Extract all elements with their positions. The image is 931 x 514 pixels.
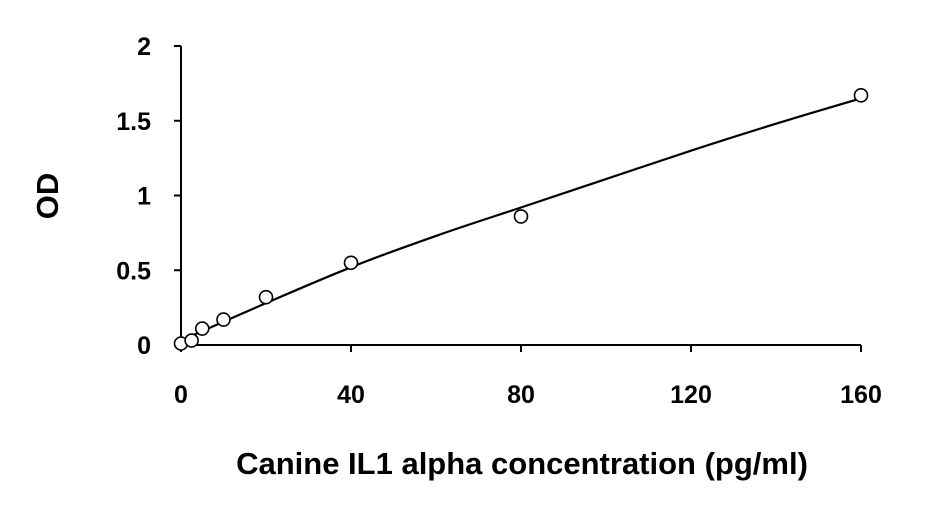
data-point [513, 209, 529, 224]
data-point [184, 333, 199, 348]
x-tick-label: 120 [670, 381, 712, 409]
y-axis-ticks: 0 0.5 1 1.5 2 [116, 33, 181, 360]
x-tick-label: 0 [174, 381, 188, 409]
y-tick-label: 1.5 [116, 108, 151, 136]
x-tick-label: 80 [507, 381, 535, 409]
x-axis-ticks: 0 40 80 120 160 [174, 345, 882, 409]
y-tick-label: 0 [137, 332, 151, 360]
y-tick-label: 1 [137, 183, 151, 211]
data-point [343, 255, 359, 271]
fit-curve [180, 97, 862, 342]
y-axis-title: OD [30, 173, 65, 220]
data-point [216, 312, 231, 327]
data-point [258, 289, 274, 305]
y-tick-label: 2 [137, 33, 151, 61]
x-axis-title: Canine IL1 alpha concentration (pg/ml) [236, 446, 808, 481]
data-point [194, 321, 210, 336]
data-points [173, 88, 869, 351]
x-tick-label: 160 [840, 381, 882, 409]
y-tick-label: 0.5 [116, 257, 151, 285]
data-point [853, 88, 869, 103]
x-tick-label: 40 [337, 381, 365, 409]
